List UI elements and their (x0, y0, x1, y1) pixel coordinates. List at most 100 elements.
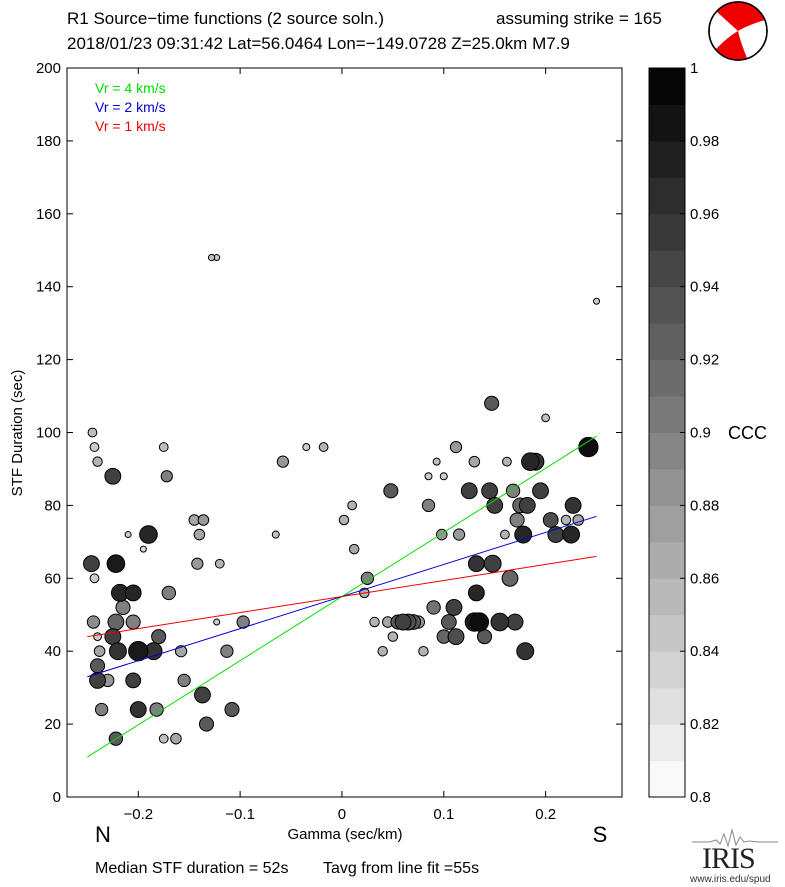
data-point (467, 555, 485, 573)
data-point (518, 496, 536, 514)
vr-line (87, 555, 597, 638)
data-point (424, 472, 433, 481)
colorbar-tick-label: 1 (690, 60, 698, 77)
colorbar-cell (649, 359, 685, 397)
y-tick-label: 0 (53, 789, 61, 806)
y-tick-label: 80 (44, 497, 61, 514)
strike-label: assuming strike = 165 (496, 9, 662, 28)
data-point (170, 732, 182, 745)
data-point (562, 525, 581, 544)
data-point (387, 631, 399, 642)
data-point (439, 472, 448, 481)
colorbar-cell (649, 541, 685, 579)
data-point (94, 702, 109, 717)
legend-entry: Vr = 2 km/s (95, 99, 166, 115)
data-point (484, 395, 500, 411)
data-point (87, 427, 98, 438)
data-point (347, 500, 358, 511)
data-point (476, 629, 493, 645)
data-point (158, 733, 169, 744)
y-tick-label: 140 (36, 279, 61, 296)
data-point (506, 613, 524, 631)
data-point (89, 573, 100, 584)
data-point (224, 701, 240, 718)
data-point (92, 456, 103, 467)
event-info: 2018/01/23 09:31:42 Lat=56.0464 Lon=−149… (67, 34, 570, 53)
colorbar-cell (649, 614, 685, 652)
data-point (139, 525, 158, 544)
y-tick-label: 40 (44, 643, 61, 660)
y-axis-label: STF Duration (sec) (9, 370, 26, 497)
data-point (194, 686, 211, 704)
colorbar-cell (649, 104, 685, 142)
iris-logo-text: IRIS (702, 842, 756, 875)
colorbar-cell (649, 468, 685, 506)
colorbar-cell (649, 651, 685, 689)
colorbar-tick-label: 0.98 (690, 133, 719, 150)
colorbar-tick-label: 0.96 (690, 206, 719, 223)
data-point (161, 585, 177, 601)
colorbar-tick-label: 0.9 (690, 425, 711, 442)
data-point (369, 616, 380, 628)
data-point (129, 701, 147, 718)
data-point (509, 512, 525, 528)
colorbar-cell (649, 323, 685, 361)
colorbar-cell (649, 140, 685, 178)
data-point (440, 614, 457, 630)
data-point (452, 528, 466, 541)
data-point (502, 456, 512, 467)
data-point (104, 467, 122, 485)
data-point (86, 615, 101, 629)
data-point (93, 645, 106, 657)
colorbar-cell (649, 396, 685, 433)
data-point (124, 531, 132, 539)
data-point (128, 641, 149, 662)
data-point (318, 442, 329, 452)
y-tick-label: 180 (36, 133, 61, 150)
tavg-text: Tavg from line fit =55s (323, 860, 480, 877)
data-point (191, 557, 204, 570)
data-point (338, 514, 350, 526)
data-point (449, 440, 463, 454)
data-point (197, 514, 210, 526)
data-point (542, 512, 559, 528)
data-point (394, 613, 412, 631)
data-point (124, 584, 142, 602)
data-point (377, 645, 388, 657)
x-tick-label: 0.1 (433, 806, 454, 823)
x-tick-label: −0.2 (123, 806, 153, 823)
x-tick-label: 0.2 (535, 806, 556, 823)
data-point (193, 528, 206, 541)
beachball-icon (708, 1, 768, 61)
data-point (447, 628, 465, 646)
data-point (149, 702, 164, 717)
data-point (276, 455, 290, 468)
data-point (213, 618, 221, 626)
data-point (158, 442, 169, 452)
seismogram-icon (692, 828, 778, 848)
y-tick-label: 200 (36, 60, 61, 77)
colorbar-tick-label: 0.8 (690, 789, 711, 806)
data-point (160, 470, 173, 483)
data-point (383, 483, 399, 499)
x-tick-label: −0.1 (225, 806, 255, 823)
y-tick-label: 160 (36, 206, 61, 223)
data-point (214, 558, 225, 569)
data-point (532, 482, 549, 500)
data-point (418, 645, 429, 657)
colorbar-cell (649, 68, 685, 105)
colorbar-cell (649, 578, 685, 616)
data-point (198, 716, 215, 732)
colorbar-cell (649, 432, 685, 470)
data-point (564, 496, 582, 514)
y-tick-label: 100 (36, 425, 61, 442)
data-point (426, 600, 441, 615)
median-stf-text: Median STF duration = 52s (95, 860, 289, 877)
colorbar-tick-label: 0.94 (690, 279, 719, 296)
y-tick-label: 120 (36, 352, 61, 369)
colorbar-tick-label: 0.82 (690, 716, 719, 733)
data-point (360, 571, 375, 585)
data-point (560, 514, 572, 526)
data-point (89, 671, 106, 689)
data-point (421, 498, 436, 513)
